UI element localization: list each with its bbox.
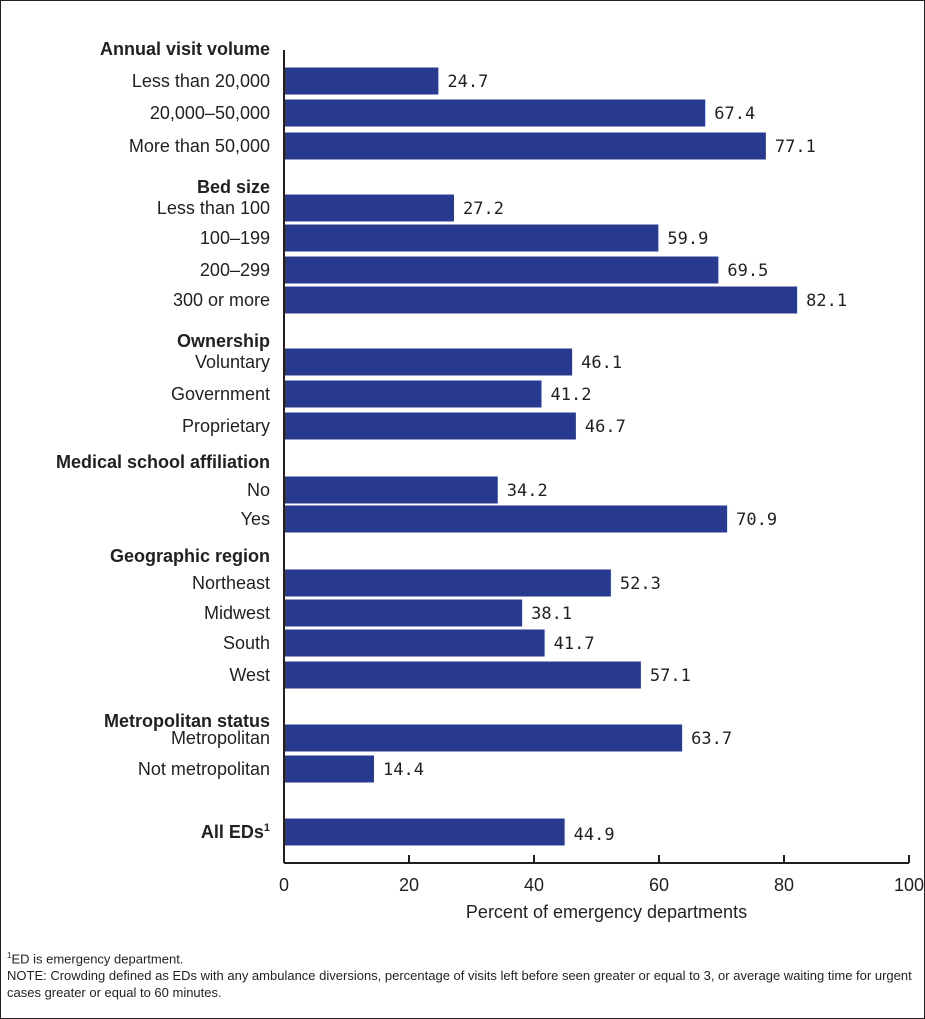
data-label: 44.9: [574, 825, 615, 845]
data-label: 77.1: [775, 137, 816, 157]
bar: [284, 599, 523, 627]
category-label: Midwest: [204, 603, 270, 623]
bar: [284, 661, 641, 689]
bar: [284, 286, 798, 314]
data-label: 82.1: [806, 291, 847, 311]
group-label: Annual visit volume: [100, 39, 270, 59]
x-tick-label: 0: [279, 875, 289, 895]
data-label: 41.7: [554, 634, 595, 654]
group-label: Medical school affiliation: [56, 452, 270, 472]
category-label: Not metropolitan: [138, 759, 270, 779]
category-label: 200–299: [200, 260, 270, 280]
group-label: All EDs1: [201, 822, 270, 842]
group-label: Bed size: [197, 177, 270, 197]
category-label: Government: [171, 384, 270, 404]
x-axis-title: Percent of emergency departments: [466, 902, 747, 922]
category-label: 100–199: [200, 228, 270, 248]
data-label: 41.2: [551, 385, 592, 405]
data-label: 52.3: [620, 574, 661, 594]
data-label: 69.5: [727, 261, 768, 281]
category-label: Voluntary: [195, 352, 270, 372]
bar-chart: Annual visit volume Less than 20,000 24.7 2…: [56, 39, 924, 922]
data-label: 67.4: [714, 104, 755, 124]
category-label: Proprietary: [182, 416, 270, 436]
x-tick-label: 20: [399, 875, 419, 895]
data-label: 27.2: [463, 199, 504, 219]
footnote-1: 1ED is emergency department.: [7, 947, 919, 967]
bar: [284, 755, 374, 783]
bar: [284, 476, 498, 504]
x-tick-label: 100: [894, 875, 924, 895]
footnotes: 1ED is emergency department. NOTE: Crowd…: [7, 947, 919, 1001]
data-label: 70.9: [736, 510, 777, 530]
x-tick-label: 60: [649, 875, 669, 895]
category-label: Yes: [241, 509, 270, 529]
group-label: Geographic region: [110, 546, 270, 566]
data-label: 38.1: [531, 604, 572, 624]
category-label: Northeast: [192, 573, 270, 593]
bar: [284, 629, 545, 657]
x-tick-label: 80: [774, 875, 794, 895]
bar: [284, 132, 766, 160]
data-label: 34.2: [507, 481, 548, 501]
bar: [284, 256, 719, 284]
category-label: Less than 20,000: [132, 71, 270, 91]
footnote-1-marker: 1: [7, 951, 12, 960]
bar: [284, 99, 706, 127]
group-label: Ownership: [177, 331, 270, 351]
bar: [284, 818, 565, 846]
data-label: 57.1: [650, 666, 691, 686]
category-label: West: [229, 665, 270, 685]
data-label: 59.9: [667, 229, 708, 249]
category-label: Less than 100: [157, 198, 270, 218]
bar: [284, 505, 728, 533]
bar: [284, 380, 542, 408]
category-label: South: [223, 633, 270, 653]
data-label: 24.7: [447, 72, 488, 92]
data-label: 14.4: [383, 760, 424, 780]
bar: [284, 724, 683, 752]
data-label: 63.7: [691, 729, 732, 749]
category-label: 300 or more: [173, 290, 270, 310]
category-label: 20,000–50,000: [150, 103, 270, 123]
bar: [284, 194, 454, 222]
bar: [284, 67, 439, 95]
footnote-note: NOTE: Crowding defined as EDs with any a…: [7, 968, 912, 1001]
category-label: Metropolitan: [171, 728, 270, 748]
footnote-1-text: ED is emergency department.: [11, 951, 184, 967]
bar: [284, 569, 611, 597]
bar: [284, 348, 573, 376]
category-label: No: [247, 480, 270, 500]
category-label: More than 50,000: [129, 136, 270, 156]
bar: [284, 224, 659, 252]
bar: [284, 412, 576, 440]
data-label: 46.1: [581, 353, 622, 373]
group-label: Metropolitan status: [104, 711, 270, 731]
x-tick-label: 40: [524, 875, 544, 895]
data-label: 46.7: [585, 417, 626, 437]
